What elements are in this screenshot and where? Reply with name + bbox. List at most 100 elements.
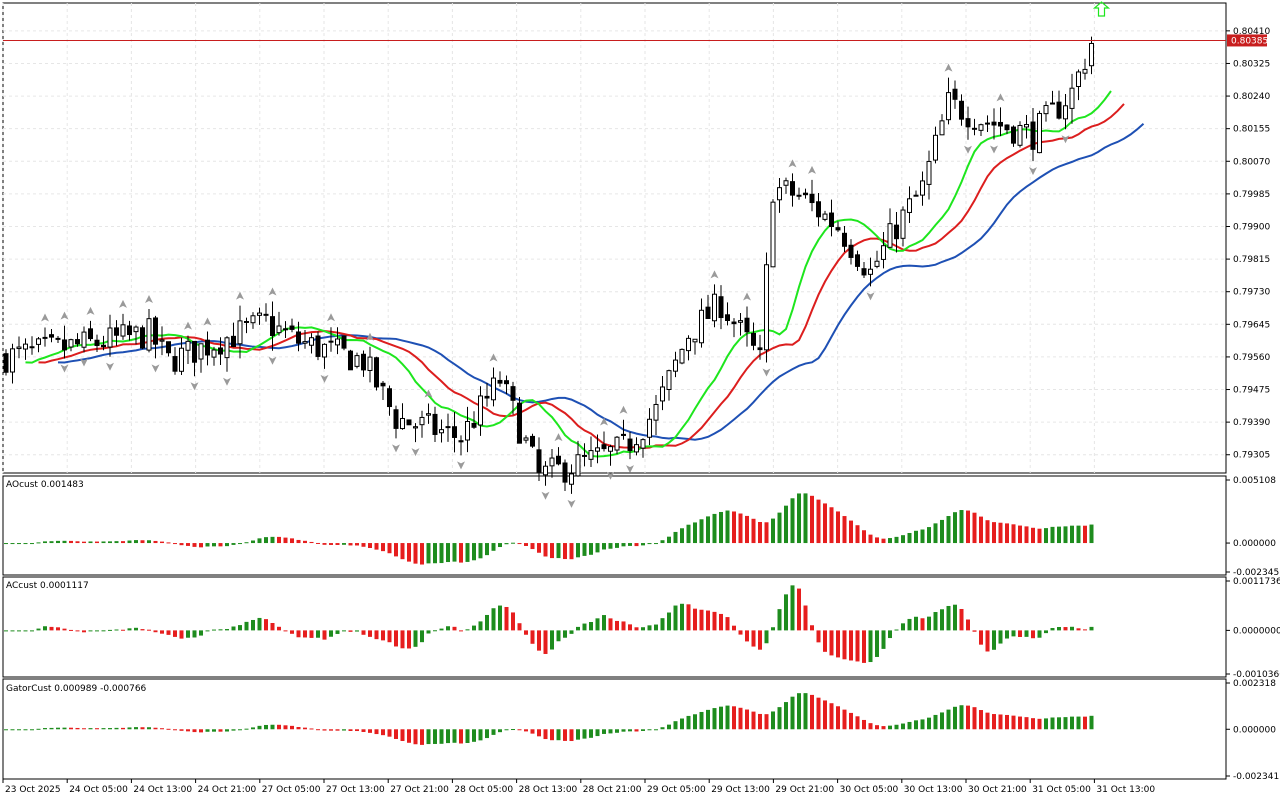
- main-series: [3, 1, 1226, 508]
- histogram-bar: [452, 729, 457, 743]
- histogram-bar: [17, 543, 21, 545]
- arrow-down-icon: [1029, 167, 1037, 176]
- histogram-bar: [647, 543, 652, 545]
- up-candle: [309, 337, 314, 346]
- histogram-bar: [901, 623, 905, 631]
- histogram-bar: [816, 697, 821, 730]
- up-candle: [874, 260, 880, 267]
- histogram-bar: [836, 706, 840, 730]
- histogram-bar: [127, 727, 132, 730]
- histogram-bar: [199, 630, 203, 636]
- histogram-bar: [985, 630, 990, 652]
- histogram-bar: [803, 493, 808, 544]
- time-tick-label: 27 Oct 21:00: [390, 785, 449, 795]
- histogram-bar: [569, 630, 574, 634]
- histogram-bar: [784, 702, 788, 730]
- histogram-bar: [524, 543, 528, 546]
- price-tick-label: 0.79475: [1233, 386, 1270, 396]
- histogram-bar: [134, 627, 138, 631]
- histogram-bar: [264, 619, 268, 631]
- arrow-up-icon: [788, 159, 797, 168]
- histogram-bar: [1083, 716, 1087, 730]
- down-candle: [842, 232, 847, 247]
- ac-pane[interactable]: [2, 576, 1227, 678]
- histogram-bar: [212, 729, 216, 732]
- histogram-bar: [329, 630, 333, 637]
- histogram-bar: [959, 510, 964, 544]
- time-tick-label: 28 Oct 05:00: [454, 785, 513, 795]
- histogram-bar: [634, 627, 639, 631]
- up-candle: [322, 343, 327, 358]
- down-candle: [861, 268, 867, 276]
- arrow-down-icon: [392, 444, 400, 453]
- up-candle: [439, 429, 444, 434]
- histogram-bar: [556, 729, 561, 741]
- histogram-bar: [147, 629, 151, 631]
- histogram-bar: [699, 609, 704, 631]
- histogram-bar: [758, 630, 762, 650]
- histogram-bar: [569, 729, 574, 742]
- down-candle: [855, 254, 860, 267]
- up-candle: [1050, 102, 1055, 105]
- time-tick-label: 29 Oct 13:00: [711, 785, 770, 795]
- histogram-bar: [654, 543, 658, 545]
- histogram-bar: [582, 623, 587, 631]
- histogram-bar: [309, 630, 314, 638]
- main-pane[interactable]: [2, 2, 1227, 474]
- up-candle: [55, 337, 61, 340]
- histogram-bar: [316, 630, 320, 638]
- histogram-bar: [426, 543, 431, 564]
- histogram-bar: [875, 725, 879, 730]
- histogram-bar: [140, 540, 145, 544]
- histogram-bar: [823, 630, 827, 652]
- up-candle: [595, 447, 600, 452]
- histogram-bar: [199, 729, 203, 733]
- histogram-bar: [894, 629, 899, 631]
- ao-pane[interactable]: [2, 475, 1227, 576]
- histogram-bar: [979, 630, 983, 645]
- histogram-bar: [316, 729, 320, 731]
- arrow-up-icon: [424, 389, 433, 398]
- histogram-bar: [485, 729, 489, 739]
- up-candle: [367, 356, 373, 371]
- histogram-bar: [1083, 525, 1087, 544]
- histogram-bar: [550, 729, 554, 741]
- histogram-bar: [472, 729, 476, 742]
- histogram-bar: [231, 543, 236, 545]
- down-candle: [192, 340, 197, 363]
- time-tick-label: 30 Oct 13:00: [904, 785, 963, 795]
- price-tick-label: 0.80325: [1233, 59, 1270, 69]
- down-candle: [972, 127, 977, 130]
- down-candle: [380, 382, 386, 387]
- histogram-bar: [394, 630, 398, 647]
- up-candle: [1043, 105, 1049, 115]
- up-candle: [81, 331, 87, 348]
- time-tick-label: 28 Oct 13:00: [519, 785, 578, 795]
- up-candle: [185, 340, 191, 351]
- histogram-bar: [868, 630, 873, 663]
- down-candle: [803, 192, 808, 196]
- histogram-bar: [1018, 630, 1022, 637]
- histogram-bar: [1005, 714, 1009, 730]
- histogram-bar: [212, 543, 216, 547]
- histogram-bar: [36, 542, 41, 544]
- histogram-bar: [660, 727, 665, 730]
- up-candle: [224, 337, 230, 359]
- up-candle: [653, 403, 659, 421]
- histogram-bar: [400, 630, 405, 649]
- up-candle: [692, 338, 698, 343]
- histogram-bar: [257, 538, 262, 544]
- histogram-bar: [1044, 528, 1048, 544]
- histogram-bar: [101, 728, 106, 730]
- down-candle: [627, 438, 633, 452]
- up-candle: [465, 420, 470, 441]
- up-candle: [783, 180, 789, 186]
- gator-pane[interactable]: [2, 678, 1227, 780]
- histogram-bar: [517, 543, 522, 545]
- histogram-bar: [563, 543, 567, 560]
- histogram-bar: [608, 729, 613, 734]
- histogram-bar: [23, 630, 28, 632]
- histogram-bar: [998, 714, 1003, 730]
- histogram-bar: [244, 542, 249, 544]
